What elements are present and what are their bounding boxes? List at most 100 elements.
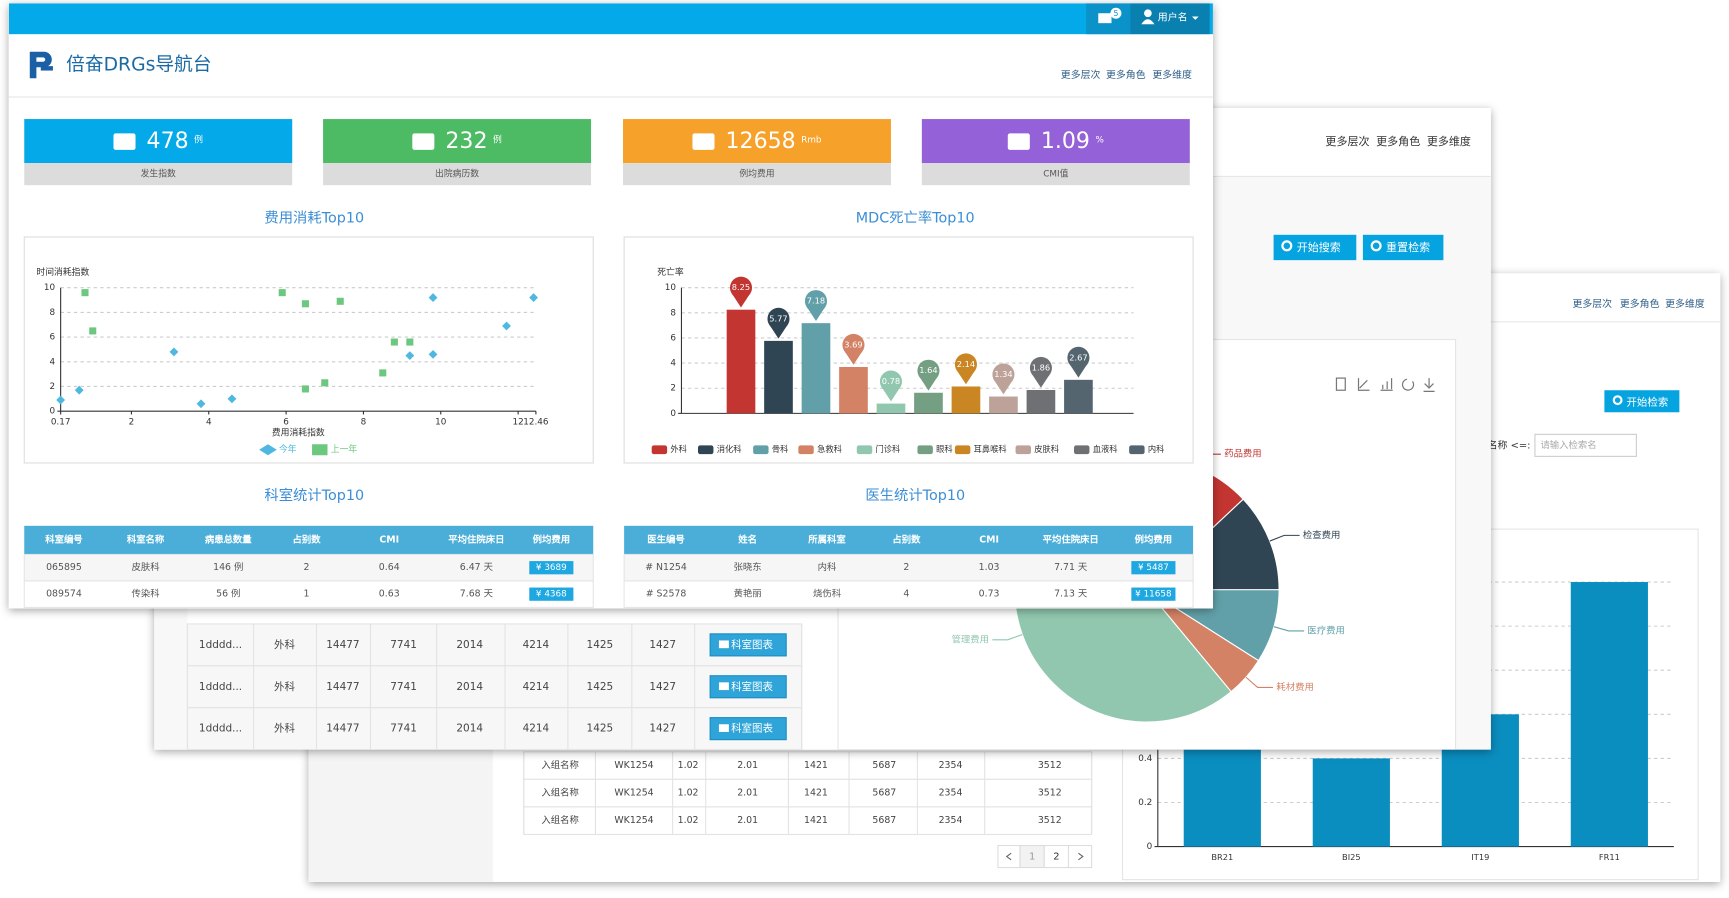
table-cell: 0.64: [379, 562, 400, 573]
button-icon: [718, 640, 729, 649]
kpi-label-bg: [623, 163, 891, 186]
x-tick-label: 4: [206, 418, 212, 428]
table-cell: WK1254: [614, 815, 653, 826]
legend-label: 门诊科: [876, 444, 901, 454]
tool-icon[interactable]: [1380, 378, 1393, 391]
tool-icon[interactable]: [1357, 378, 1370, 391]
table-cell: 1.02: [678, 815, 699, 826]
cost-badge: [1131, 561, 1176, 575]
mail-badge: [1110, 7, 1122, 19]
x-tick-label: 0.17: [51, 418, 71, 428]
table-row: [623, 580, 1194, 608]
button[interactable]: [1362, 234, 1444, 261]
filter-input[interactable]: [1534, 433, 1637, 457]
nav-link[interactable]: 更多维度: [1665, 297, 1705, 310]
table-cell: 入组名称: [541, 787, 578, 799]
kpi-label-bg: [24, 163, 293, 186]
legend-label: 皮肤科: [1034, 444, 1059, 454]
table-row: [186, 707, 803, 750]
chart-button[interactable]: [709, 717, 787, 741]
tool-icon[interactable]: [1423, 378, 1435, 392]
table-cell: 1dddd...: [199, 639, 242, 651]
chart-button[interactable]: [709, 675, 787, 699]
user-icon: [1141, 19, 1155, 25]
table-cell: 张晓东: [734, 561, 762, 573]
page-prev[interactable]: [997, 844, 1021, 869]
legend-marker: [312, 444, 328, 456]
table-cell: 7741: [390, 681, 417, 693]
data-label: 1.34: [994, 369, 1012, 379]
nav-link[interactable]: 更多角色: [1106, 68, 1146, 81]
bar: [1312, 758, 1390, 847]
chevron: [1005, 852, 1012, 861]
leader-line: [992, 634, 1023, 641]
y-tick-label: 0: [670, 409, 676, 419]
table-cell: 2.01: [737, 815, 758, 826]
cost-badge: [1131, 587, 1176, 601]
table-cell: 1421: [804, 788, 828, 799]
data-label: 1.86: [1032, 362, 1050, 372]
y-tick-label: 0: [1147, 842, 1153, 852]
bar: [726, 309, 756, 414]
section-title: 科室统计Top10: [264, 487, 364, 504]
nav-link[interactable]: 更多角色: [1376, 134, 1420, 148]
nav-link[interactable]: 更多层次: [1325, 134, 1369, 148]
nav-link[interactable]: 更多角色: [1620, 297, 1660, 310]
pin: [1029, 356, 1052, 379]
button[interactable]: [1273, 234, 1357, 261]
x-tick-label: 12.46: [523, 418, 549, 428]
table-row: [523, 778, 1093, 808]
table-header-cell: CMI: [379, 535, 399, 546]
leader-line: [1273, 626, 1305, 632]
chevron: [1078, 852, 1084, 861]
legend-marker: [798, 445, 814, 455]
kpi-icon: [113, 133, 136, 150]
slice-label: 医疗费用: [1307, 624, 1344, 636]
kpi-icon: [1007, 133, 1030, 150]
table-cell: 5687: [872, 788, 896, 799]
table-cell: 146 例: [213, 561, 243, 573]
tool-icon[interactable]: [1335, 377, 1346, 391]
cost-badge-text: ¥ 3689: [536, 563, 567, 573]
page-next[interactable]: [1067, 844, 1093, 869]
table-header-cell: 例均费用: [533, 534, 570, 546]
table-cell: 烧伤科: [813, 588, 842, 600]
legend-label: 耳鼻喉科: [974, 444, 1007, 454]
table-cell: 6.47 天: [460, 562, 494, 573]
legend-marker: [917, 445, 933, 455]
table-cell: 黄艳丽: [734, 588, 762, 600]
table-cell: 1421: [804, 760, 828, 771]
table-cell: 1427: [649, 723, 676, 735]
slice-label: 管理费用: [952, 633, 989, 645]
nav-link[interactable]: 更多维度: [1427, 134, 1471, 148]
tool-icon[interactable]: [1401, 378, 1415, 391]
point: [301, 385, 309, 393]
table-cell: 7741: [390, 639, 417, 651]
table-header-cell: 平均住院床日: [448, 534, 504, 546]
nav-link[interactable]: 更多层次: [1061, 68, 1101, 81]
pin: [992, 363, 1015, 386]
legend-marker: [753, 445, 769, 455]
kpi-value: 478: [147, 129, 189, 154]
kpi-label-bg: [921, 163, 1190, 186]
table-cell: 14477: [326, 639, 359, 651]
nav-link[interactable]: 更多层次: [1572, 297, 1612, 310]
button-icon: [1612, 395, 1623, 406]
data-label: 2.67: [1069, 352, 1087, 362]
nav-link[interactable]: 更多维度: [1152, 68, 1192, 81]
table-cell: 5687: [872, 760, 896, 771]
button[interactable]: [1604, 390, 1680, 413]
kpi-value: 232: [445, 129, 487, 154]
table-cell: 1.03: [979, 562, 1000, 573]
chart-button[interactable]: [709, 633, 787, 657]
chart-panel: [623, 236, 1194, 464]
y-tick-label: 0.4: [1138, 754, 1152, 764]
table-cell: 入组名称: [541, 814, 578, 826]
table-row: [23, 580, 594, 608]
page-number: 2: [1053, 852, 1059, 863]
kpi-card: [921, 119, 1190, 164]
pin: [879, 370, 902, 393]
table-row: [23, 553, 594, 582]
cost-badge: [529, 587, 574, 601]
